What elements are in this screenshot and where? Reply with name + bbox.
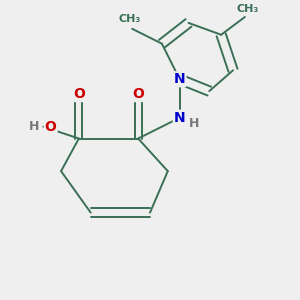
Text: O: O xyxy=(73,87,85,101)
Text: N: N xyxy=(174,111,185,125)
Text: H: H xyxy=(29,120,40,133)
Text: CH₃: CH₃ xyxy=(237,4,259,14)
Text: O: O xyxy=(45,120,57,134)
Text: O: O xyxy=(132,87,144,101)
Text: CH₃: CH₃ xyxy=(118,14,140,24)
Text: N: N xyxy=(174,72,185,86)
Text: H: H xyxy=(189,117,200,130)
